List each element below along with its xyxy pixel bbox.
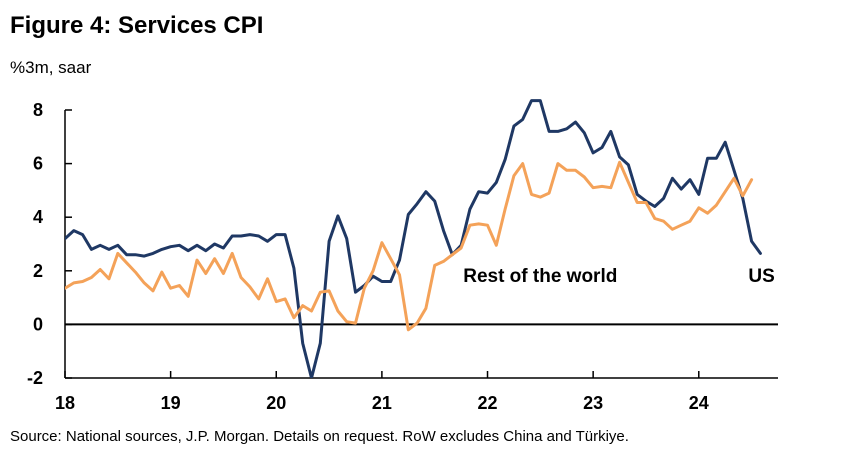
x-tick-label: 23 — [583, 393, 603, 413]
x-tick-label: 21 — [372, 393, 392, 413]
series-group — [65, 99, 762, 378]
x-tick-label: 20 — [266, 393, 286, 413]
y-tick-label: 4 — [33, 207, 43, 227]
series-line-us — [65, 99, 762, 378]
series-label-rest-of-the-world: Rest of the world — [463, 266, 617, 287]
chart-subtitle: %3m, saar — [10, 58, 92, 77]
series-labels: US Rest of the world — [463, 266, 775, 287]
series-label-us: US — [748, 266, 774, 287]
x-tick-label: 24 — [689, 393, 709, 413]
y-tick-label: 0 — [33, 314, 43, 334]
y-tick-label: 8 — [33, 100, 43, 120]
y-tick-label: 6 — [33, 154, 43, 174]
y-tick-label: -2 — [27, 368, 43, 388]
x-tick-label: 19 — [161, 393, 181, 413]
x-tick-label: 22 — [478, 393, 498, 413]
chart-title: Figure 4: Services CPI — [10, 12, 264, 39]
series-line-rest-of-the-world — [65, 160, 754, 332]
chart-source: Source: National sources, J.P. Morgan. D… — [10, 428, 629, 445]
y-tick-label: 2 — [33, 261, 43, 281]
x-tick-label: 18 — [55, 393, 75, 413]
